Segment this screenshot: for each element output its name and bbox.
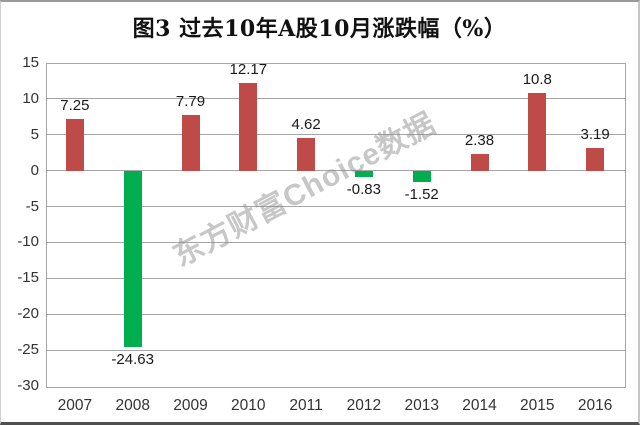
chart-title: 图3 过去10年A股10月涨跌幅（%） [132,16,507,42]
x-axis-label-2015: 2015 [520,397,555,414]
bar-2016 [586,147,605,171]
x-axis-label-2008: 2008 [115,397,150,414]
gridline-y--25 [46,349,625,351]
value-label-2008: -24.63 [111,351,154,369]
value-label-2007: 7.25 [60,96,90,114]
y-axis-tick-label: 5 [30,125,39,143]
value-label-2009: 7.79 [175,92,206,110]
y-axis-tick-label: -15 [17,269,39,287]
x-axis-label-2007: 2007 [57,397,93,414]
bar-2011 [297,137,316,171]
value-label-2014: 2.38 [464,131,495,149]
bar-2007 [65,118,84,171]
value-label-2015: 10.8 [522,71,552,89]
y-axis-tick-label: 0 [30,161,39,179]
bar-2014 [470,153,489,171]
x-axis-label-2010: 2010 [231,397,266,414]
x-axis-label-2016: 2016 [577,397,613,414]
x-axis-label-2011: 2011 [289,397,323,414]
gridline-y-0 [46,170,625,172]
y-axis-tick-label: -25 [17,341,39,359]
value-label-2010: 12.17 [229,61,268,79]
bar-2008 [123,170,142,348]
plot-area [46,63,626,388]
bar-2009 [181,114,200,171]
bar-2010 [239,83,258,171]
value-label-2011: 4.62 [291,115,321,133]
value-label-2013: -1.52 [404,185,439,203]
x-axis-label-2014: 2014 [462,397,497,414]
bar-2013 [412,170,431,182]
x-axis-label-2012: 2012 [346,397,382,414]
value-label-2012: -0.83 [346,180,381,198]
y-axis-tick-label: -10 [17,233,39,251]
y-axis-tick-label: -20 [17,305,39,323]
y-axis-tick-label: 10 [22,89,39,107]
x-axis-label-2013: 2013 [404,397,439,414]
y-axis-tick-label: 15 [22,54,39,71]
gridline-y-5 [46,134,625,136]
gridline-y--15 [46,277,625,279]
gridline-y--10 [46,241,625,243]
y-axis-tick-label: -5 [25,197,39,215]
gridline-y--5 [46,206,625,208]
bar-2015 [528,93,547,171]
gridline-y-10 [46,98,625,100]
x-axis-label-2009: 2009 [173,397,208,414]
value-label-2016: 3.19 [580,125,610,143]
gridline-y--20 [46,313,625,315]
y-axis-tick-label: -30 [17,377,39,394]
bar-2012 [354,170,373,177]
